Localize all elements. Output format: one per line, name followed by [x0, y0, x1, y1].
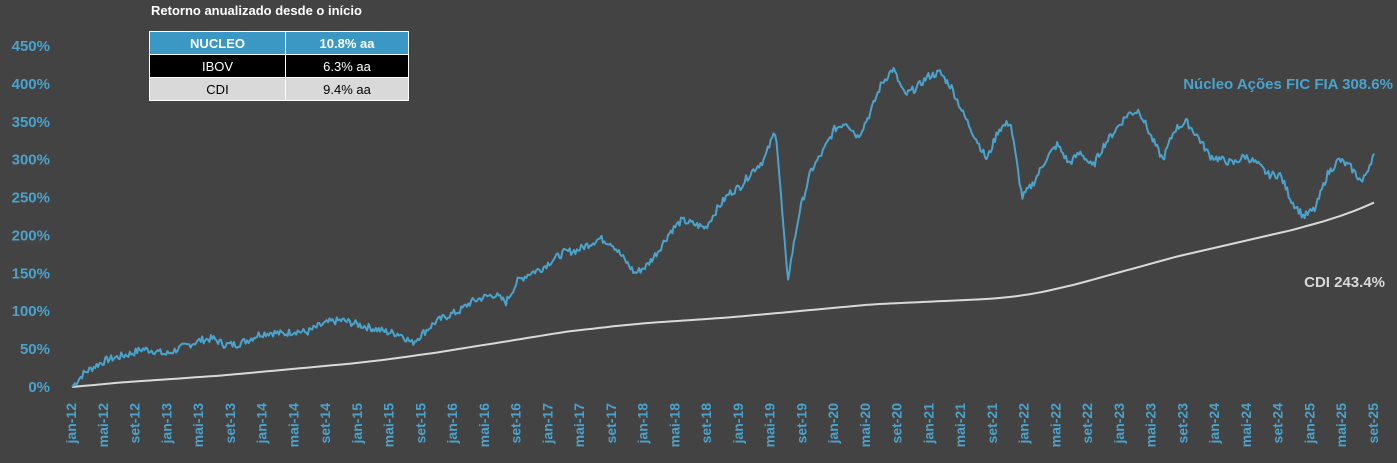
x-tick-label: set-14	[317, 403, 333, 444]
table-row-ibov: IBOV 6.3% aa	[149, 54, 409, 78]
x-tick-label: mai-19	[762, 403, 778, 448]
y-tick-label: 250%	[12, 190, 50, 207]
x-tick-label: set-16	[508, 403, 524, 444]
series-label-cdi: CDI 243.4%	[1304, 274, 1385, 291]
x-tick-label: set-19	[793, 403, 809, 444]
x-tick-label: mai-24	[1238, 403, 1254, 448]
x-tick-label: mai-12	[95, 403, 111, 448]
series-line-nucleo	[71, 67, 1375, 388]
table-row-nucleo: NUCLEO 10.8% aa	[149, 31, 409, 55]
y-tick-label: 50%	[20, 341, 50, 358]
x-tick-label: mai-15	[381, 403, 397, 448]
x-tick-label: mai-23	[1143, 403, 1159, 448]
y-tick-label: 300%	[12, 152, 50, 169]
y-tick-label: 150%	[12, 265, 50, 282]
x-tick-label: mai-21	[952, 403, 968, 448]
x-tick-label: mai-25	[1333, 403, 1349, 448]
returns-table-title: Retorno anualizado desde o início	[151, 3, 362, 18]
x-tick-label: set-25	[1365, 403, 1381, 444]
x-tick-label: jan-21	[920, 403, 936, 445]
x-tick-label: mai-13	[190, 403, 206, 448]
x-tick-label: jan-14	[254, 403, 270, 445]
x-tick-label: mai-17	[571, 403, 587, 448]
x-tick-label: jan-24	[1206, 403, 1222, 445]
row-value: 10.8% aa	[285, 31, 409, 55]
x-tick-label: jan-16	[444, 403, 460, 445]
row-name: NUCLEO	[149, 31, 286, 55]
x-tick-label: jan-17	[539, 403, 555, 445]
x-tick-label: mai-14	[285, 403, 301, 448]
x-tick-label: set-20	[889, 403, 905, 444]
x-tick-label: jan-13	[158, 403, 174, 445]
x-tick-label: set-12	[127, 403, 143, 444]
y-axis: 0% 50% 100% 150% 200% 250% 300% 350% 400% 450%	[12, 38, 50, 396]
table-row-cdi: CDI 9.4% aa	[149, 77, 409, 101]
x-tick-label: jan-22	[1016, 403, 1032, 445]
x-tick-label: set-17	[603, 403, 619, 444]
x-tick-label: jan-25	[1301, 403, 1317, 445]
row-name: IBOV	[149, 54, 286, 78]
x-tick-label: jan-18	[635, 403, 651, 445]
x-tick-label: mai-18	[666, 403, 682, 448]
y-tick-label: 100%	[12, 303, 50, 320]
plot-area	[71, 67, 1375, 388]
x-tick-label: set-18	[698, 403, 714, 444]
x-tick-label: mai-16	[476, 403, 492, 448]
x-tick-label: set-24	[1270, 403, 1286, 444]
x-tick-label: jan-19	[730, 403, 746, 445]
y-tick-label: 450%	[12, 38, 50, 55]
series-line-cdi	[71, 201, 1375, 388]
row-name: CDI	[149, 77, 286, 101]
series-label-nucleo: Núcleo Ações FIC FIA 308.6%	[1183, 76, 1393, 93]
y-tick-label: 200%	[12, 227, 50, 244]
x-tick-label: set-15	[412, 403, 428, 444]
x-tick-label: jan-20	[825, 403, 841, 445]
x-tick-label: mai-22	[1047, 403, 1063, 448]
y-tick-label: 400%	[12, 76, 50, 93]
returns-table: NUCLEO 10.8% aa IBOV 6.3% aa CDI 9.4% aa	[149, 31, 409, 101]
row-value: 6.3% aa	[285, 54, 409, 78]
x-tick-label: jan-23	[1111, 403, 1127, 445]
x-tick-label: set-21	[984, 403, 1000, 444]
x-tick-label: jan-12	[63, 403, 79, 445]
x-tick-label: set-13	[222, 403, 238, 444]
x-tick-label: mai-20	[857, 403, 873, 448]
y-tick-label: 0%	[28, 379, 50, 396]
x-tick-label: jan-15	[349, 403, 365, 445]
x-axis: jan-12 mai-12 set-12 jan-13 mai-13 set-13 jan-…	[63, 403, 1381, 448]
row-value: 9.4% aa	[285, 77, 409, 101]
x-tick-label: set-23	[1174, 403, 1190, 444]
x-tick-label: set-22	[1079, 403, 1095, 444]
y-tick-label: 350%	[12, 114, 50, 131]
